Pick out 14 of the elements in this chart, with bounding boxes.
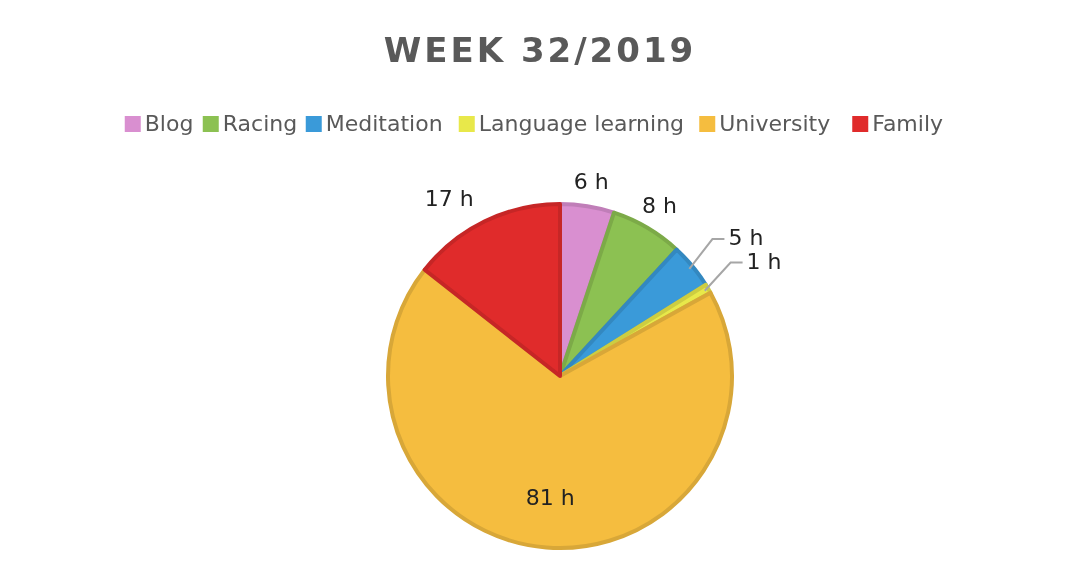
legend-label: University	[719, 111, 831, 136]
data-label: 81 h	[525, 485, 575, 511]
data-label: 6 h	[573, 168, 609, 194]
legend-label: Racing	[222, 111, 298, 136]
legend-label: Language learning	[478, 111, 685, 136]
legend-label: Family	[872, 111, 944, 136]
pie-slice	[386, 267, 734, 550]
legend-label: Blog	[144, 111, 194, 136]
data-label: 5 h	[728, 225, 764, 251]
data-label: 1 h	[746, 248, 782, 274]
data-label: 17 h	[424, 185, 474, 211]
chart-title: WEEK 32/2019	[383, 30, 697, 70]
data-label: 8 h	[642, 193, 677, 219]
legend-label: Meditation	[325, 111, 443, 136]
